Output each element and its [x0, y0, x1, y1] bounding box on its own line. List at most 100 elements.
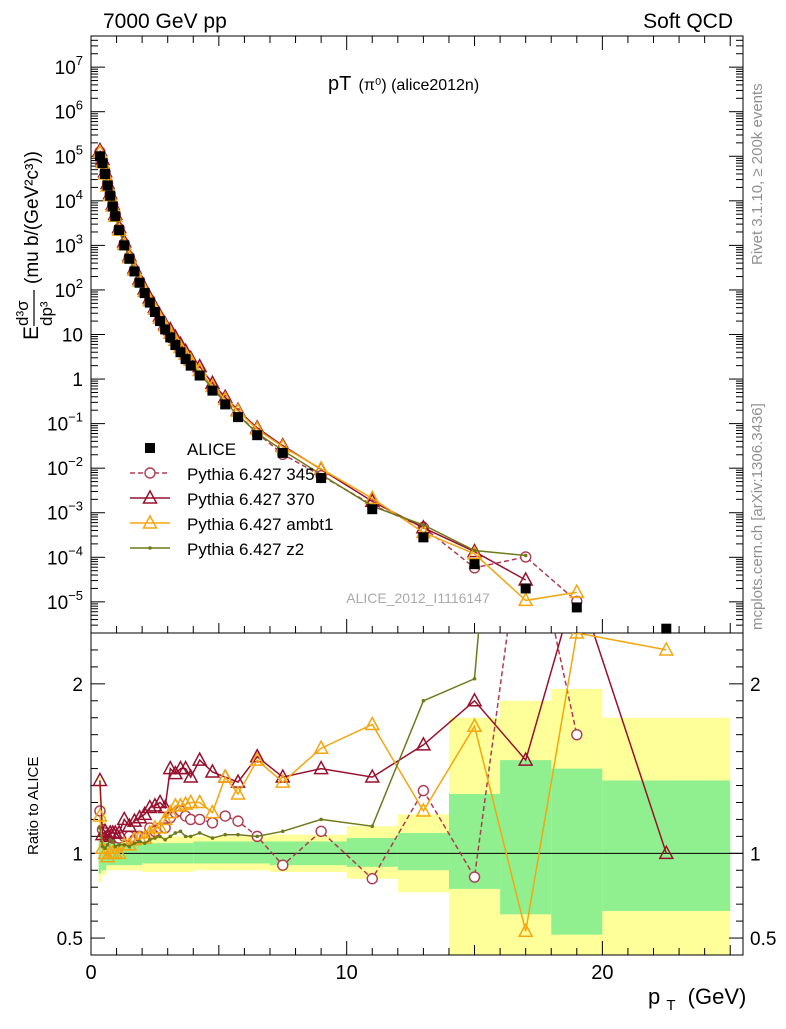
series-pythia-6-427-ambt1 [92, 143, 585, 607]
ratio-point [153, 836, 157, 840]
y-tick-label: 10−1 [47, 410, 83, 436]
data-point [252, 430, 263, 441]
y-tick-label-base: 10 [55, 103, 76, 124]
y-tick-label: 10−3 [47, 499, 83, 525]
data-point [114, 225, 125, 236]
ratio-point [415, 802, 432, 817]
data-point [134, 277, 145, 288]
data-point [661, 623, 672, 634]
data-band-inner [551, 768, 603, 935]
data-point [94, 151, 105, 162]
ratio-point [142, 798, 158, 814]
ratio-point [111, 844, 127, 860]
ratio-y-tick-label: 2 [72, 675, 83, 696]
ratio-point [204, 804, 221, 819]
ratio-point [366, 873, 378, 885]
y-tick-label-base: 10 [47, 504, 68, 525]
ratio-point [142, 841, 147, 845]
data-point [466, 545, 483, 560]
data-point [517, 571, 534, 586]
legend: ALICE Pythia 6.427 345 Pythia 6.427 370 Pyt… [130, 440, 333, 559]
ratio-point [193, 813, 206, 826]
legend-item: ALICE [145, 440, 236, 459]
ratio-y-tick-label-right: 2 [750, 675, 761, 696]
ratio-point [113, 844, 118, 849]
data-point [517, 591, 534, 607]
main-series [92, 141, 672, 634]
y-axis-label-main: E d³σ dp³ (mu b/(GeV²c³)) [13, 151, 56, 340]
ratio-point [132, 841, 137, 845]
ratio-point [275, 773, 291, 788]
series-line [99, 151, 578, 602]
legend-item: Pythia 6.427 ambt1 [130, 514, 333, 534]
ratio-plot-frame [90, 632, 744, 956]
ratio-point [122, 843, 127, 847]
y-tick-label: 10 [62, 326, 83, 347]
ratio-point [183, 834, 188, 839]
data-point [110, 211, 121, 222]
y-tick-label-base: 10 [55, 147, 76, 168]
y-tick-label-base: 10 [47, 593, 68, 614]
ratio-point [364, 768, 381, 783]
ratio-point [191, 793, 208, 809]
ratio-point [188, 834, 193, 839]
y-tick-label: 10−2 [47, 454, 83, 480]
ratio-point [217, 768, 233, 783]
x-tick-label: 0 [85, 962, 96, 984]
ratio-point [162, 760, 179, 775]
data-point [367, 504, 378, 515]
data-point [520, 583, 531, 594]
data-point [194, 370, 205, 381]
ratio-point [136, 805, 153, 821]
ratio-point [152, 793, 168, 809]
data-point [107, 201, 118, 212]
ratio-point [468, 871, 481, 883]
data-point [124, 253, 135, 264]
main-axes: 10710610510410310210110−110−210−310−410−… [47, 35, 744, 634]
y-tick-label-exponent: 2 [76, 276, 83, 291]
ratio-point [313, 760, 329, 775]
ratio-point [105, 843, 110, 847]
legend-label: Pythia 6.427 ambt1 [187, 515, 333, 534]
legend-item: Pythia 6.427 z2 [130, 540, 304, 559]
ratio-series-pythia-6-427-ambt1 [92, 633, 675, 938]
y-tick-label: 1 [72, 370, 83, 391]
ratio-point [182, 793, 199, 809]
ratio-point [197, 831, 202, 835]
data-point [364, 489, 381, 505]
legend-marker [144, 467, 156, 479]
data-point [139, 288, 150, 299]
ratio-point [472, 676, 477, 681]
ratio-point [421, 698, 426, 703]
ratio-point [126, 812, 143, 827]
data-point [160, 324, 171, 335]
ratio-point [148, 837, 152, 842]
ratio-point [569, 633, 585, 639]
y-tick-label: 10−5 [47, 588, 83, 614]
ratio-point [223, 832, 228, 837]
data-band-inner [106, 843, 143, 866]
ratio-uncertainty-bands [98, 688, 731, 955]
data-band-inner [101, 839, 107, 871]
data-band-inner [193, 841, 270, 864]
header-energy-label: 7000 GeV pp [103, 10, 227, 33]
chart-title-main: pT [328, 73, 351, 95]
y-tick-label-exponent: 6 [76, 98, 83, 113]
ratio-point [103, 846, 107, 851]
ratio-point [658, 844, 675, 860]
y-tick-label: 102 [55, 276, 83, 302]
x-axis-label: p T (GeV) [648, 984, 746, 1015]
data-point [316, 473, 327, 484]
ratio-point [517, 922, 534, 938]
y-tick-label: 10−4 [47, 543, 83, 569]
ratio-series-pythia-6-427-z2 [98, 633, 480, 851]
ratio-point [182, 768, 199, 783]
ratio-y-axis-label: Ratio to ALICE [25, 757, 42, 855]
ratio-point [117, 843, 121, 847]
data-point [144, 297, 155, 308]
data-band-inner [500, 760, 552, 915]
legend-marker [148, 546, 152, 550]
ratio-point [137, 839, 142, 844]
